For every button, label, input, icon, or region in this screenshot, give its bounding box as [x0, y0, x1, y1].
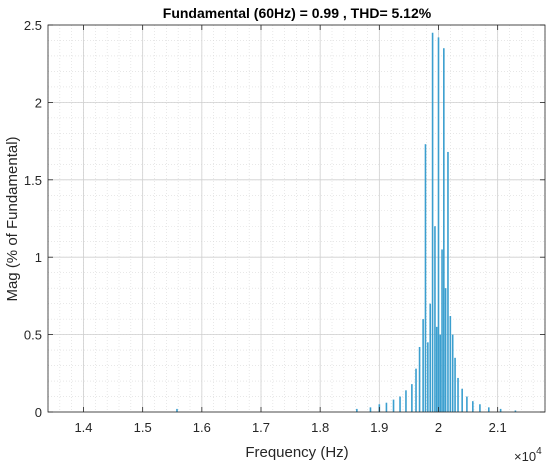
y-tick-label: 0.5: [24, 328, 42, 343]
spectrum-bar: [447, 151, 449, 412]
x-tick-label: 1.4: [74, 420, 92, 435]
spectrum-bar: [449, 316, 452, 412]
x-exponent-power: 4: [536, 446, 542, 457]
y-tick-label: 1: [35, 250, 42, 265]
spectrum-bar: [356, 408, 358, 412]
x-exponent-label: ×104: [514, 446, 542, 464]
bars: [176, 32, 517, 413]
spectrum-bar: [415, 368, 417, 412]
plot-background: [48, 25, 545, 412]
spectrum-bar: [369, 407, 372, 412]
spectrum-bar: [514, 410, 517, 412]
spectrum-bar: [411, 384, 413, 412]
spectrum-bar: [499, 408, 502, 412]
spectrum-bar: [435, 326, 438, 412]
spectrum-bar: [427, 342, 429, 412]
x-tick-label: 1.9: [370, 420, 388, 435]
y-tick-label: 2.5: [24, 18, 42, 33]
spectrum-bar: [418, 346, 421, 412]
x-tick-label: 1.6: [193, 420, 211, 435]
x-tick-label: 2.1: [489, 420, 507, 435]
x-tick-label: 2: [435, 420, 442, 435]
spectrum-bar: [399, 396, 401, 412]
x-exponent-base: ×10: [514, 449, 536, 464]
spectrum-bar: [441, 249, 443, 412]
spectrum-bar: [451, 334, 454, 412]
x-tick-label: 1.5: [134, 420, 152, 435]
spectrum-bar: [429, 303, 432, 412]
y-axis-label: Mag (% of Fundamental): [4, 136, 21, 301]
spectrum-bar: [454, 357, 456, 412]
spectrum-bar: [405, 390, 407, 412]
spectrum-bar: [385, 402, 388, 412]
grid: [47, 24, 546, 413]
ticks: 1.4 1.5 1.6 1.7 1.8 1.9 2 2.1 0 0.5 1 1.5 2 2.5: [24, 18, 545, 435]
spectrum-bar: [479, 404, 481, 412]
spectrum-bar: [431, 32, 434, 413]
spectrum-bar: [424, 144, 427, 413]
spectrum-bar: [176, 408, 178, 412]
x-tick-label: 1.8: [311, 420, 329, 435]
x-axis-label: Frequency (Hz): [245, 444, 348, 461]
spectrum-bar: [434, 226, 436, 412]
y-tick-label: 0: [35, 405, 42, 420]
axes: [47, 24, 546, 413]
y-tick-label: 1.5: [24, 173, 42, 188]
spectrum-bar: [443, 48, 445, 412]
spectrum-bar: [437, 37, 440, 412]
spectrum-bar: [444, 288, 447, 412]
spectrum-bar: [392, 399, 395, 412]
spectrum-bar: [461, 388, 463, 412]
chart-title: Fundamental (60Hz) = 0.99 , THD= 5.12%: [163, 5, 432, 21]
spectrum-bar: [466, 396, 468, 412]
spectrum-bar: [472, 401, 474, 412]
spectrum-bar: [422, 319, 424, 412]
axes-box: [47, 24, 546, 413]
y-tick-label: 2: [35, 95, 42, 110]
spectrum-bar: [487, 407, 490, 412]
spectrum-bar: [439, 334, 442, 412]
spectrum-bar: [457, 377, 459, 412]
x-tick-label: 1.7: [252, 420, 270, 435]
